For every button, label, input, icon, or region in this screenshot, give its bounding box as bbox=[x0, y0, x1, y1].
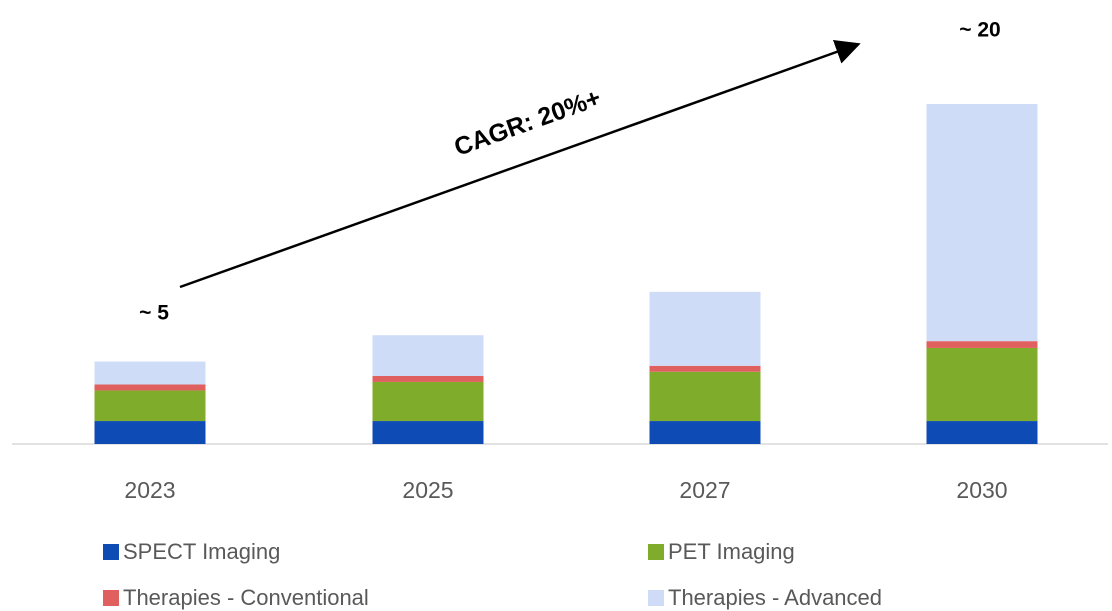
bar-segment bbox=[94, 361, 206, 385]
bar-segment bbox=[649, 291, 761, 366]
x-tick-label: 2030 bbox=[956, 477, 1007, 503]
x-tick-label: 2027 bbox=[679, 477, 730, 503]
bar-segment bbox=[649, 365, 761, 372]
bar-segment bbox=[94, 421, 206, 444]
bar-segment bbox=[94, 384, 206, 391]
x-tick-label: 2023 bbox=[124, 477, 175, 503]
cagr-arrow bbox=[179, 39, 861, 289]
legend-label: Therapies - Conventional bbox=[123, 585, 369, 610]
legend-swatch bbox=[103, 590, 119, 606]
bar-segment bbox=[94, 390, 206, 422]
legend-label: PET Imaging bbox=[668, 539, 795, 564]
legend-label: SPECT Imaging bbox=[123, 539, 280, 564]
bar-segment bbox=[649, 371, 761, 422]
bar-segment bbox=[372, 421, 484, 444]
bar-segment bbox=[926, 421, 1038, 444]
legend-label: Therapies - Advanced bbox=[668, 585, 882, 610]
annotation: ~ 5 bbox=[139, 302, 169, 325]
x-tick-label: 2025 bbox=[402, 477, 453, 503]
legend-swatch bbox=[648, 544, 664, 560]
bar-segment bbox=[372, 381, 484, 422]
legend-swatch bbox=[103, 544, 119, 560]
bar-segment bbox=[649, 421, 761, 444]
bar-segment bbox=[926, 341, 1038, 348]
legend-swatch bbox=[648, 590, 664, 606]
bar-segment bbox=[372, 376, 484, 382]
bar-segment bbox=[372, 335, 484, 376]
annotation: CAGR: 20%+ bbox=[451, 84, 605, 162]
bar-segment bbox=[926, 104, 1038, 342]
annotation: ~ 20 bbox=[959, 19, 1000, 42]
bar-segment bbox=[926, 347, 1038, 422]
